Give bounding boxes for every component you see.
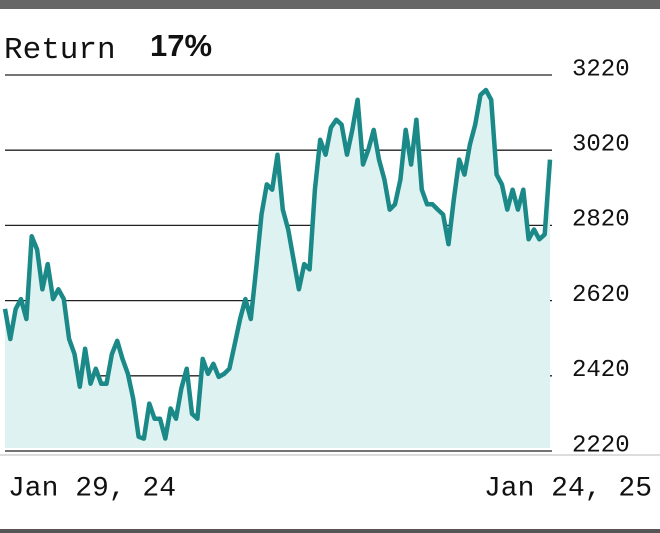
chart-title: Return <box>4 33 116 68</box>
bottom-bar <box>0 529 660 533</box>
area <box>5 90 550 448</box>
top-bar <box>0 0 660 9</box>
x-tick-label: Jan 24, 25 <box>484 473 652 504</box>
y-tick-label: 2620 <box>572 282 630 309</box>
y-tick-label: 2420 <box>572 357 630 384</box>
return-value: 17% <box>150 28 212 63</box>
y-tick-label: 3220 <box>572 56 630 83</box>
x-tick-label: Jan 29, 24 <box>8 473 176 504</box>
y-tick-label: 3020 <box>572 132 630 159</box>
y-tick-label: 2820 <box>572 207 630 234</box>
line <box>2 87 553 441</box>
